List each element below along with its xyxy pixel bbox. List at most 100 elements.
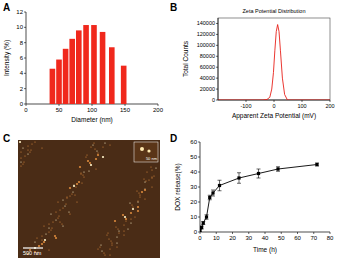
afm-particle xyxy=(89,162,91,164)
afm-particle xyxy=(66,197,67,198)
afm-particle xyxy=(137,200,138,201)
x-axis-label: Apparent Zeta Potential (mV) xyxy=(232,112,316,120)
afm-particle xyxy=(27,153,28,154)
afm-particle xyxy=(137,201,138,202)
error-cap xyxy=(211,196,215,197)
afm-particle xyxy=(96,150,97,151)
y-tick xyxy=(198,142,200,143)
afm-particle xyxy=(69,195,70,196)
y-axis xyxy=(218,18,219,100)
x-tick xyxy=(265,232,266,234)
x-tick-label: 0 xyxy=(24,107,28,113)
error-cap xyxy=(237,172,241,173)
afm-particle xyxy=(87,160,89,162)
marker xyxy=(200,226,203,229)
afm-particle xyxy=(69,187,71,189)
afm-particle xyxy=(66,196,67,197)
bar xyxy=(76,30,82,104)
y-tick xyxy=(24,104,26,105)
afm-particle xyxy=(79,166,81,168)
afm-particle xyxy=(73,184,74,185)
inset-scale-label: 50 nm xyxy=(146,156,158,161)
x-tick xyxy=(302,100,303,102)
x-tick xyxy=(297,232,298,234)
inset-particle xyxy=(140,147,144,151)
x-tick xyxy=(125,104,126,106)
afm-particle xyxy=(111,242,112,243)
marker xyxy=(257,172,260,175)
x-tick-label: 100 xyxy=(87,107,98,113)
afm-particle xyxy=(54,235,56,237)
y-tick xyxy=(216,23,218,24)
x-tick-label: -100 xyxy=(240,103,251,109)
series-line xyxy=(200,165,317,231)
afm-particle xyxy=(97,154,99,156)
afm-particle xyxy=(90,164,92,166)
y-tick-label: 120000 xyxy=(197,31,215,37)
afm-particle xyxy=(57,217,58,218)
afm-particle xyxy=(104,254,105,255)
afm-particle xyxy=(95,168,96,169)
error-cap xyxy=(276,171,280,172)
marker xyxy=(208,196,211,199)
afm-particle xyxy=(93,142,94,143)
plot-frame xyxy=(218,18,330,100)
x-tick-label: 40 xyxy=(262,235,269,241)
x-tick-label: 60 xyxy=(294,235,301,241)
afm-particle xyxy=(20,151,21,152)
afm-particle xyxy=(74,194,75,195)
axes: -100010020002000040000600008000010000012… xyxy=(197,18,335,109)
afm-particle xyxy=(136,190,137,191)
afm-particle xyxy=(130,212,132,214)
afm-particle xyxy=(31,143,32,144)
afm-particle xyxy=(55,237,57,239)
x-tick-label: 200 xyxy=(153,107,164,113)
x-tick-label: 50 xyxy=(56,107,63,113)
afm-particle xyxy=(72,191,73,192)
panel-label: D xyxy=(170,133,177,144)
y-tick xyxy=(216,89,218,90)
error-bar xyxy=(205,215,209,220)
y-tick xyxy=(198,172,200,173)
x-tick xyxy=(330,100,331,102)
marker xyxy=(218,184,221,187)
error-bar xyxy=(218,180,222,191)
error-cap xyxy=(218,180,222,181)
bar xyxy=(121,66,127,104)
y-tick xyxy=(198,202,200,203)
afm-particle xyxy=(48,249,49,250)
afm-particle xyxy=(109,248,110,249)
afm-particle xyxy=(20,165,21,166)
y-tick xyxy=(216,67,218,68)
afm-particle xyxy=(34,241,35,242)
axes: 050100150200024681012 xyxy=(16,9,163,113)
afm-particle xyxy=(102,156,104,158)
marker xyxy=(276,167,279,170)
error-bar xyxy=(315,163,319,166)
x-tick xyxy=(274,100,275,102)
afm-particle xyxy=(123,234,124,235)
afm-particle xyxy=(110,240,111,241)
marker xyxy=(202,221,205,224)
marker xyxy=(315,163,318,166)
afm-particle xyxy=(19,141,21,143)
plot-marks xyxy=(200,163,319,232)
afm-particle xyxy=(76,183,78,185)
afm-particle xyxy=(141,191,143,193)
afm-particle xyxy=(109,254,110,255)
afm-particle xyxy=(151,169,152,170)
x-tick-label: 20 xyxy=(229,235,236,241)
error-cap xyxy=(205,214,209,215)
afm-particle xyxy=(55,219,56,220)
afm-image: 500 nm50 nm xyxy=(18,140,160,258)
error-cap xyxy=(276,166,280,167)
afm-particle xyxy=(48,231,49,232)
afm-particle xyxy=(97,248,98,249)
afm-particle xyxy=(130,222,131,223)
afm-particle xyxy=(41,239,42,240)
afm-particle xyxy=(130,218,131,219)
y-axis-label: Intensity (%) xyxy=(3,40,11,76)
x-axis-label: Time (h) xyxy=(253,246,277,254)
afm-particle xyxy=(36,237,37,238)
afm-particle xyxy=(85,156,86,157)
